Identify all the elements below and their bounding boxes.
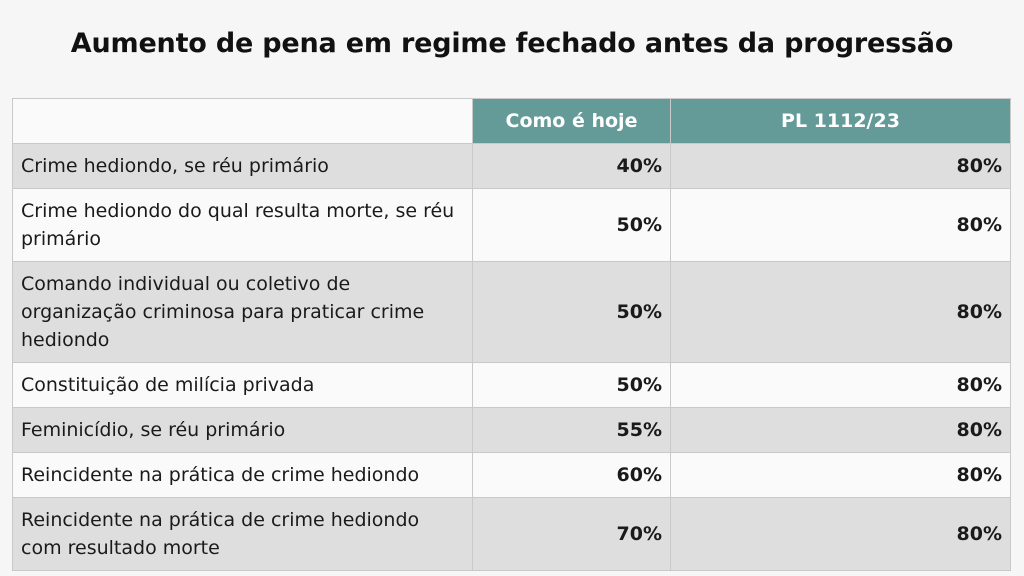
table-row: Constituição de milícia privada 50% 80% [12, 362, 1011, 408]
header-como-e-hoje: Como é hoje [472, 98, 671, 144]
header-row: Como é hoje PL 1112/23 [12, 98, 1011, 144]
header-pl-1112-23: PL 1112/23 [670, 98, 1011, 144]
row-label: Feminicídio, se réu primário [12, 407, 473, 453]
table-row: Crime hediondo do qual resulta morte, se… [12, 188, 1011, 262]
row-label: Crime hediondo do qual resulta morte, se… [12, 188, 473, 262]
value-pl-1112-23: 80% [670, 143, 1011, 189]
value-como-e-hoje: 50% [472, 362, 671, 408]
row-label: Reincidente na prática de crime hediondo… [12, 497, 473, 571]
comparison-table: Como é hoje PL 1112/23 Crime hediondo, s… [12, 98, 1011, 571]
header-blank-cell [12, 98, 473, 144]
table-row: Reincidente na prática de crime hediondo… [12, 497, 1011, 571]
row-label: Crime hediondo, se réu primário [12, 143, 473, 189]
chart-title: Aumento de pena em regime fechado antes … [70, 28, 954, 59]
value-pl-1112-23: 80% [670, 261, 1011, 363]
row-label: Reincidente na prática de crime hediondo [12, 452, 473, 498]
table-row: Reincidente na prática de crime hediondo… [12, 452, 1011, 498]
value-como-e-hoje: 50% [472, 261, 671, 363]
table-row: Comando individual ou coletivo de organi… [12, 261, 1011, 363]
value-pl-1112-23: 80% [670, 188, 1011, 262]
value-como-e-hoje: 55% [472, 407, 671, 453]
value-pl-1112-23: 80% [670, 497, 1011, 571]
value-como-e-hoje: 70% [472, 497, 671, 571]
value-como-e-hoje: 40% [472, 143, 671, 189]
row-label: Comando individual ou coletivo de organi… [12, 261, 473, 363]
value-pl-1112-23: 80% [670, 362, 1011, 408]
value-como-e-hoje: 50% [472, 188, 671, 262]
row-label: Constituição de milícia privada [12, 362, 473, 408]
table-row: Feminicídio, se réu primário 55% 80% [12, 407, 1011, 453]
value-pl-1112-23: 80% [670, 407, 1011, 453]
value-pl-1112-23: 80% [670, 452, 1011, 498]
value-como-e-hoje: 60% [472, 452, 671, 498]
table-row: Crime hediondo, se réu primário 40% 80% [12, 143, 1011, 189]
